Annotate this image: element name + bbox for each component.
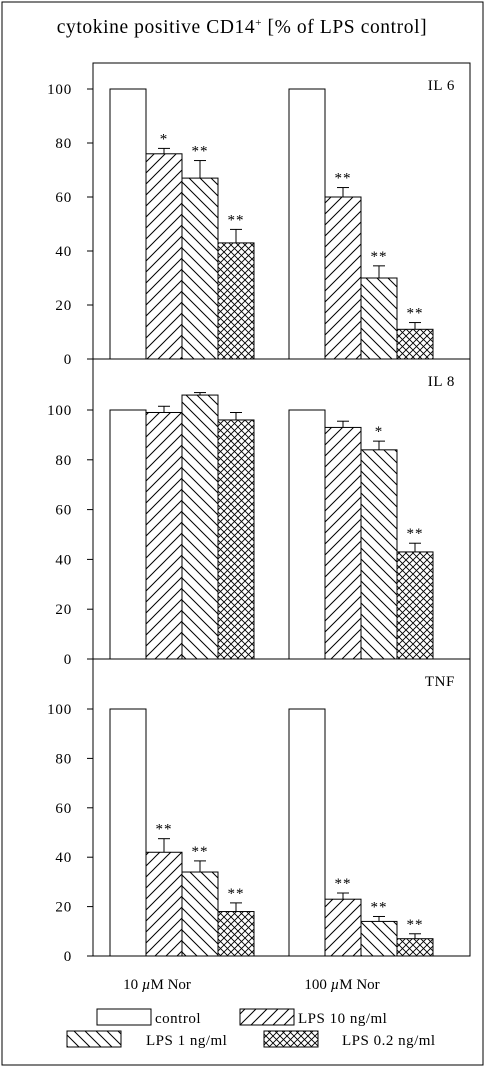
panel-1-ytick-label-20: 20 — [55, 298, 72, 314]
panel-1-bar-lps10-g1 — [145, 153, 183, 360]
panel-2-title: IL 8 — [428, 374, 455, 390]
group-label-100um: 100 µM Nor — [304, 977, 379, 993]
panel-3-title: TNF — [425, 674, 455, 690]
legend-swatch-lps02 — [263, 1030, 319, 1048]
panel-2-bar-lps02-g2-significance: ** — [407, 526, 424, 542]
legend-label-control: control — [155, 1011, 201, 1027]
panel-1-bar-lps10-g1-significance: * — [160, 131, 169, 147]
panel-3-bar-lps10-g1 — [145, 851, 183, 957]
panel-1-ytick-label-80: 80 — [55, 136, 72, 152]
panel-3-bar-lps02-g1 — [217, 911, 255, 957]
panel-3-bar-lps02-g2-significance: ** — [407, 917, 424, 933]
panel-1-bar-lps1-g2-significance: ** — [371, 249, 388, 265]
figure-title: cytokine positive CD14+ [% of LPS contro… — [57, 17, 427, 38]
legend-label-lps1: LPS 1 ng/ml — [146, 1033, 227, 1049]
panel-3-ytick-label-60: 60 — [55, 801, 72, 817]
panel-2-bar-lps02-g1 — [217, 419, 255, 660]
legend-swatch-control — [96, 1008, 152, 1026]
panel-3-bar-control-g1 — [109, 708, 147, 957]
panel-2-ytick-label-80: 80 — [55, 453, 72, 469]
panel-2-bar-lps1-g2-significance: * — [375, 424, 384, 440]
panel-2-bar-control-g2 — [288, 409, 326, 660]
legend-label-lps02: LPS 0.2 ng/ml — [342, 1033, 436, 1049]
panel-1-ytick-label-60: 60 — [55, 190, 72, 206]
panel-1-bar-lps02-g2-significance: ** — [407, 306, 424, 322]
panel-3-bar-lps02-g2 — [396, 938, 434, 957]
panel-3-ytick-label-80: 80 — [55, 751, 72, 767]
panel-3-bar-lps10-g2-significance: ** — [335, 876, 352, 892]
panel-2-ytick-label-0: 0 — [64, 652, 72, 668]
panel-2-bar-lps1-g1 — [181, 394, 219, 660]
panel-2-bar-lps10-g2 — [324, 426, 362, 660]
panel-2-bar-lps1-g2 — [360, 449, 398, 660]
panel-3-bar-lps1-g2 — [360, 920, 398, 957]
panel-1-title: IL 6 — [428, 78, 455, 94]
panel-3-ytick-label-0: 0 — [64, 949, 72, 965]
panel-3-bar-lps10-g2 — [324, 898, 362, 957]
panel-3-bar-lps10-g1-significance: ** — [156, 822, 173, 838]
panel-3-bar-lps1-g2-significance: ** — [371, 899, 388, 915]
panel-1-bar-lps1-g1 — [181, 177, 219, 360]
panel-2-bar-control-g1 — [109, 409, 147, 660]
panel-2-bar-lps02-g2 — [396, 551, 434, 660]
panel-2-ytick-label-60: 60 — [55, 503, 72, 519]
panel-3-ytick-label-20: 20 — [55, 900, 72, 916]
panel-1-bar-lps02-g1 — [217, 242, 255, 360]
panel-1-bar-control-g2 — [288, 88, 326, 360]
panel-3-bar-control-g2 — [288, 708, 326, 957]
panel-1-ytick-label-0: 0 — [64, 352, 72, 368]
panel-1-bar-lps02-g2 — [396, 328, 434, 360]
panel-1-bar-lps1-g2 — [360, 277, 398, 360]
panel-1-ytick-label-100: 100 — [47, 82, 72, 98]
legend-swatch-lps10 — [239, 1008, 295, 1026]
legend-swatch-lps1 — [66, 1030, 122, 1048]
panel-1-bar-lps1-g1-significance: ** — [192, 144, 209, 160]
panel-2-bar-lps10-g1 — [145, 411, 183, 660]
panel-1-bar-lps02-g1-significance: ** — [228, 212, 245, 228]
panel-1-bar-lps10-g2 — [324, 196, 362, 360]
panel-2-ytick-label-100: 100 — [47, 403, 72, 419]
panel-1-ytick-label-40: 40 — [55, 244, 72, 260]
panel-1-bar-lps10-g2-significance: ** — [335, 171, 352, 187]
panel-3-ytick-label-40: 40 — [55, 850, 72, 866]
legend-label-lps10: LPS 10 ng/ml — [298, 1011, 387, 1027]
panel-3-bar-lps02-g1-significance: ** — [228, 886, 245, 902]
panel-1-bar-control-g1 — [109, 88, 147, 360]
panel-2-ytick-label-40: 40 — [55, 552, 72, 568]
panel-3-bar-lps1-g1-significance: ** — [192, 844, 209, 860]
group-label-10um: 10 µM Nor — [123, 977, 191, 993]
panel-3-ytick-label-100: 100 — [47, 702, 72, 718]
panel-3-bar-lps1-g1 — [181, 871, 219, 957]
legend: control LPS 10 ng/ml LPS 1 ng/ml LPS 0.2… — [66, 1008, 436, 1049]
panel-2-ytick-label-20: 20 — [55, 602, 72, 618]
